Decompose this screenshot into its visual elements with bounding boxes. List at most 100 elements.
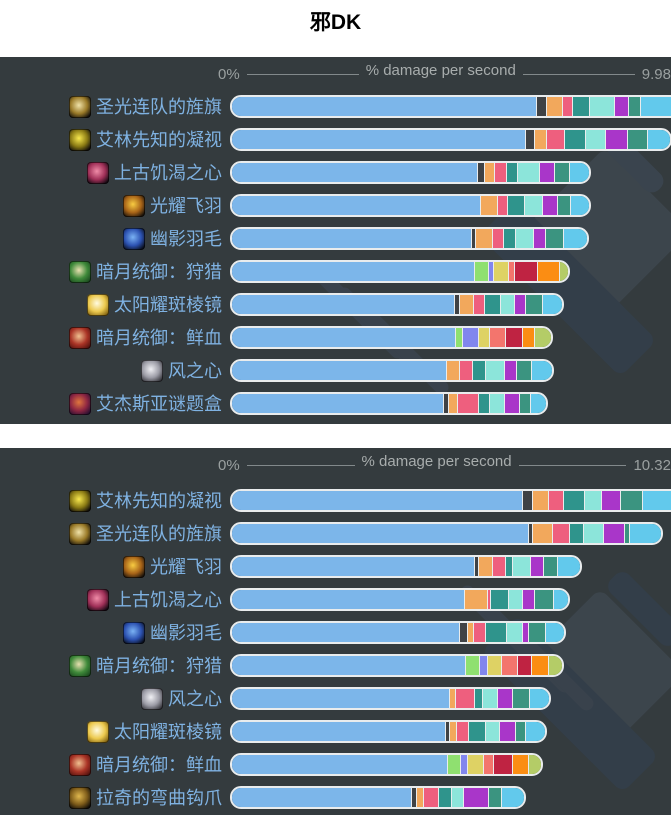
bar-segment-pink[interactable] — [492, 557, 505, 576]
bar-segment-pink[interactable] — [473, 623, 485, 642]
bar-segment-green[interactable] — [447, 755, 460, 774]
bar-segment-cyan[interactable] — [506, 623, 522, 642]
dps-bar[interactable] — [230, 786, 526, 809]
dps-bar[interactable] — [230, 95, 671, 118]
bar-segment-pink[interactable] — [459, 361, 472, 380]
bar-segment-pink[interactable] — [497, 196, 507, 215]
bar-segment-orange[interactable] — [449, 722, 456, 741]
bar-segment-sky[interactable] — [647, 130, 670, 149]
dps-bar[interactable] — [230, 588, 570, 611]
bar-segment-teal[interactable] — [478, 394, 489, 413]
bar-segment-teal[interactable] — [564, 130, 585, 149]
bar-segment-pink[interactable] — [562, 97, 572, 116]
dps-bar[interactable] — [230, 128, 671, 151]
bar-segment-orange[interactable] — [446, 361, 459, 380]
bar-segment-teal2[interactable] — [519, 394, 530, 413]
bar-segment-orange[interactable] — [459, 295, 473, 314]
bar-segment-crimson[interactable] — [514, 262, 537, 281]
dps-bar[interactable] — [230, 293, 564, 316]
bar-segment-teal[interactable] — [572, 97, 589, 116]
bar-segment-teal[interactable] — [490, 590, 508, 609]
bar-segment-pink[interactable] — [457, 394, 478, 413]
bar-segment-pink[interactable] — [552, 524, 569, 543]
bar-segment-sky[interactable] — [525, 722, 545, 741]
bar-segment-teal2[interactable] — [543, 557, 557, 576]
bar-segment-sky[interactable] — [545, 623, 564, 642]
bar-segment-teal[interactable] — [474, 689, 482, 708]
bar-segment-salmon[interactable] — [483, 755, 493, 774]
bar-segment-teal[interactable] — [503, 229, 515, 248]
bar-segment-blue[interactable] — [232, 689, 449, 708]
bar-segment-sky[interactable] — [570, 196, 589, 215]
bar-segment-sky[interactable] — [531, 361, 552, 380]
bar-segment-teal[interactable] — [507, 196, 524, 215]
bar-segment-cyan[interactable] — [485, 361, 504, 380]
bar-segment-crimson[interactable] — [517, 656, 531, 675]
bar-segment-orange[interactable] — [449, 689, 455, 708]
bar-segment-orange[interactable] — [475, 229, 492, 248]
bar-segment-pink[interactable] — [492, 229, 503, 248]
bar-segment-orange[interactable] — [478, 557, 492, 576]
bar-segment-orange[interactable] — [534, 130, 546, 149]
bar-segment-dark[interactable] — [454, 295, 459, 314]
bar-segment-blue[interactable] — [232, 262, 474, 281]
bar-segment-green[interactable] — [465, 656, 479, 675]
bar-segment-teal[interactable] — [505, 557, 512, 576]
bar-segment-green[interactable] — [455, 328, 462, 347]
bar-segment-teal2[interactable] — [628, 97, 640, 116]
bar-segment-yellow[interactable] — [487, 656, 501, 675]
bar-segment-purple[interactable] — [539, 163, 554, 182]
bar-segment-sky[interactable] — [563, 229, 587, 248]
bar-segment-sky[interactable] — [530, 394, 546, 413]
bar-segment-teal2[interactable] — [516, 361, 531, 380]
bar-segment-pink[interactable] — [546, 130, 564, 149]
bar-segment-purple[interactable] — [522, 590, 534, 609]
bar-segment-orange2[interactable] — [537, 262, 559, 281]
bar-segment-sky[interactable] — [557, 557, 580, 576]
bar-segment-cyan[interactable] — [489, 394, 504, 413]
bar-segment-ygreen[interactable] — [559, 262, 568, 281]
bar-segment-pink[interactable] — [455, 689, 474, 708]
bar-segment-teal[interactable] — [563, 491, 584, 510]
bar-segment-orange[interactable] — [532, 524, 552, 543]
dps-bar[interactable] — [230, 326, 553, 349]
bar-segment-blue[interactable] — [232, 295, 454, 314]
bar-segment-ygreen[interactable] — [528, 755, 541, 774]
bar-segment-orange[interactable] — [464, 590, 487, 609]
bar-segment-yellow[interactable] — [478, 328, 489, 347]
bar-segment-sky[interactable] — [642, 491, 671, 510]
dps-bar[interactable] — [230, 194, 591, 217]
bar-segment-pink[interactable] — [456, 722, 468, 741]
bar-segment-dark[interactable] — [443, 394, 448, 413]
bar-segment-blue[interactable] — [232, 524, 528, 543]
bar-segment-dark[interactable] — [536, 97, 546, 116]
bar-segment-cyan[interactable] — [585, 130, 605, 149]
bar-segment-blue[interactable] — [232, 229, 471, 248]
bar-segment-blue[interactable] — [232, 656, 465, 675]
bar-segment-teal2[interactable] — [512, 689, 529, 708]
bar-segment-pink[interactable] — [423, 788, 438, 807]
dps-bar[interactable] — [230, 489, 671, 512]
bar-segment-teal2[interactable] — [515, 722, 525, 741]
bar-segment-purple[interactable] — [605, 130, 627, 149]
bar-segment-purple[interactable] — [601, 491, 620, 510]
bar-segment-purple[interactable] — [499, 722, 515, 741]
bar-segment-violet[interactable] — [462, 328, 478, 347]
bar-segment-yellow[interactable] — [493, 262, 508, 281]
bar-segment-blue[interactable] — [232, 97, 536, 116]
bar-segment-blue[interactable] — [232, 394, 443, 413]
bar-segment-sky[interactable] — [553, 590, 568, 609]
bar-segment-blue[interactable] — [232, 722, 445, 741]
bar-segment-purple[interactable] — [542, 196, 557, 215]
bar-segment-orange2[interactable] — [512, 755, 528, 774]
bar-segment-purple[interactable] — [497, 689, 512, 708]
bar-segment-salmon[interactable] — [501, 656, 517, 675]
bar-segment-violet[interactable] — [488, 262, 493, 281]
bar-segment-teal2[interactable] — [627, 130, 647, 149]
bar-segment-green[interactable] — [474, 262, 488, 281]
bar-segment-orange[interactable] — [484, 163, 494, 182]
bar-segment-purple[interactable] — [603, 524, 624, 543]
dps-bar[interactable] — [230, 720, 547, 743]
bar-segment-cyan[interactable] — [508, 590, 522, 609]
bar-segment-blue[interactable] — [232, 623, 459, 642]
